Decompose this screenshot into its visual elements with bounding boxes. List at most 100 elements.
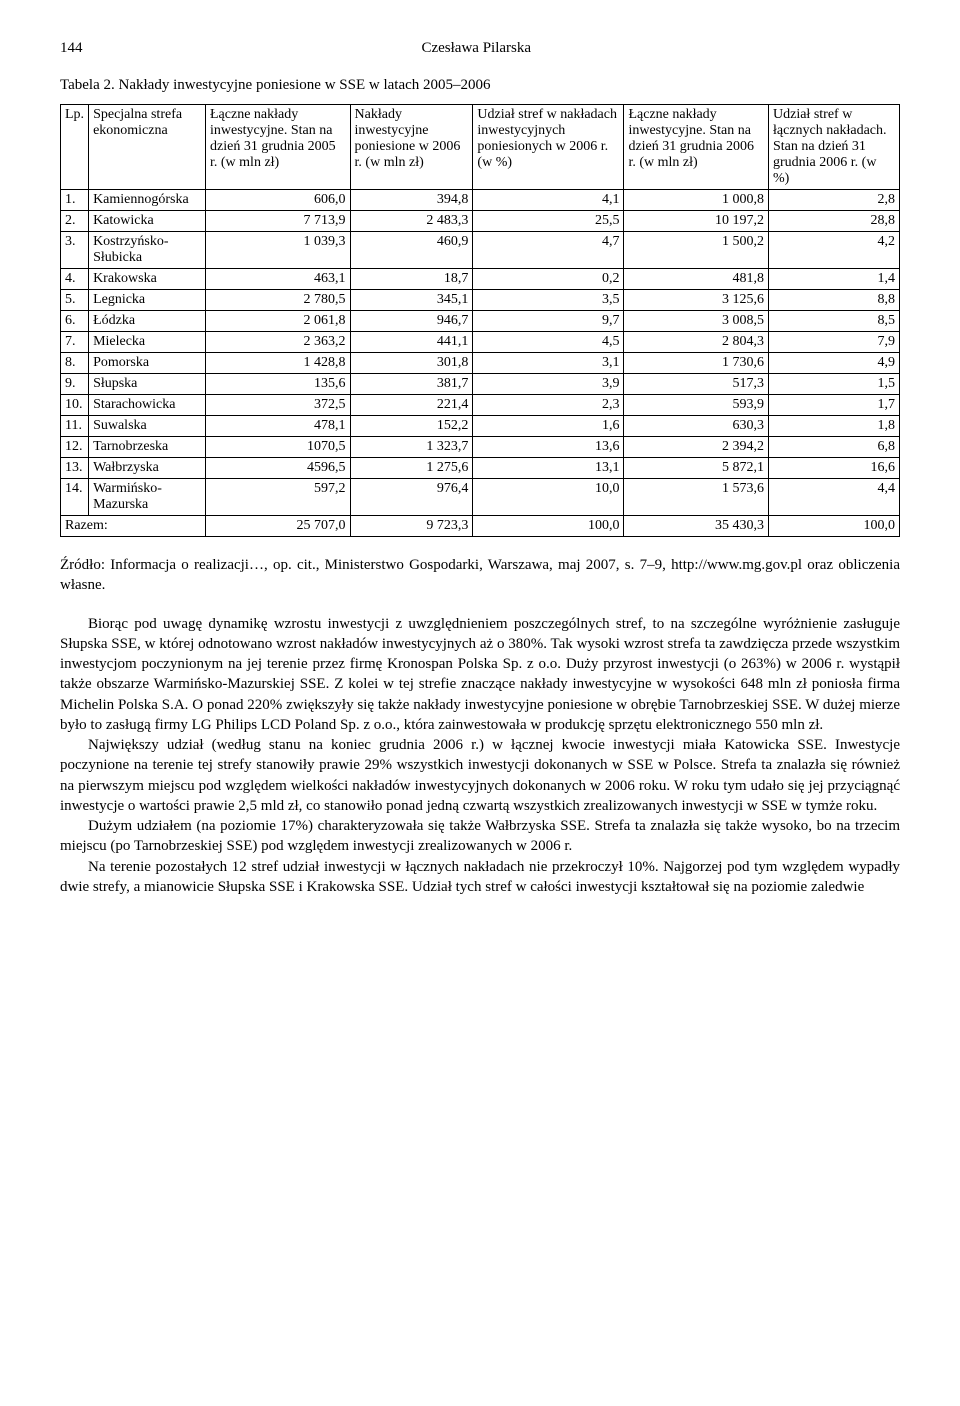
cell-name: Kamiennogórska [89, 190, 206, 211]
cell-c: 1,6 [473, 416, 624, 437]
cell-total-a: 25 707,0 [206, 516, 351, 537]
cell-name: Wałbrzyska [89, 458, 206, 479]
cell-name: Słupska [89, 374, 206, 395]
cell-name: Krakowska [89, 269, 206, 290]
cell-name: Pomorska [89, 353, 206, 374]
cell-c: 4,7 [473, 232, 624, 269]
paragraph-2: Największy udział (według stanu na konie… [60, 735, 900, 816]
cell-a: 4596,5 [206, 458, 351, 479]
table-row: 12.Tarnobrzeska1070,51 323,713,62 394,26… [61, 437, 900, 458]
cell-d: 1 730,6 [624, 353, 769, 374]
author-name: Czesława Pilarska [83, 40, 871, 57]
table-header-row: Lp. Specjalna strefa ekonomiczna Łączne … [61, 105, 900, 190]
cell-lp: 4. [61, 269, 89, 290]
cell-lp: 5. [61, 290, 89, 311]
cell-b: 441,1 [350, 332, 473, 353]
col-total-2006: Łączne nakłady inwestycyjne. Stan na dzi… [624, 105, 769, 190]
cell-d: 3 008,5 [624, 311, 769, 332]
cell-a: 372,5 [206, 395, 351, 416]
cell-d: 2 804,3 [624, 332, 769, 353]
cell-b: 152,2 [350, 416, 473, 437]
cell-lp: 6. [61, 311, 89, 332]
table-row: 9.Słupska135,6381,73,9517,31,5 [61, 374, 900, 395]
table-total-row: Razem:25 707,09 723,3100,035 430,3100,0 [61, 516, 900, 537]
header-spacer [870, 40, 900, 57]
cell-d: 3 125,6 [624, 290, 769, 311]
page-number: 144 [60, 40, 83, 57]
cell-total-e: 100,0 [769, 516, 900, 537]
cell-a: 597,2 [206, 479, 351, 516]
cell-e: 1,8 [769, 416, 900, 437]
table-source: Źródło: Informacja o realizacji…, op. ci… [60, 555, 900, 596]
cell-name: Legnicka [89, 290, 206, 311]
cell-c: 9,7 [473, 311, 624, 332]
cell-name: Łódzka [89, 311, 206, 332]
cell-name: Mielecka [89, 332, 206, 353]
cell-b: 1 323,7 [350, 437, 473, 458]
cell-lp: 3. [61, 232, 89, 269]
page-header: 144 Czesława Pilarska [60, 40, 900, 57]
cell-total-label: Razem: [61, 516, 206, 537]
cell-d: 1 573,6 [624, 479, 769, 516]
cell-b: 394,8 [350, 190, 473, 211]
cell-a: 2 363,2 [206, 332, 351, 353]
cell-e: 6,8 [769, 437, 900, 458]
cell-b: 18,7 [350, 269, 473, 290]
cell-a: 1070,5 [206, 437, 351, 458]
cell-e: 1,7 [769, 395, 900, 416]
table-row: 4.Krakowska463,118,70,2481,81,4 [61, 269, 900, 290]
cell-d: 2 394,2 [624, 437, 769, 458]
cell-a: 463,1 [206, 269, 351, 290]
cell-e: 8,8 [769, 290, 900, 311]
cell-d: 517,3 [624, 374, 769, 395]
cell-c: 3,9 [473, 374, 624, 395]
table-row: 2.Katowicka7 713,92 483,325,510 197,228,… [61, 211, 900, 232]
cell-lp: 1. [61, 190, 89, 211]
cell-d: 1 500,2 [624, 232, 769, 269]
cell-a: 1 039,3 [206, 232, 351, 269]
cell-c: 13,6 [473, 437, 624, 458]
cell-lp: 10. [61, 395, 89, 416]
cell-b: 301,8 [350, 353, 473, 374]
table-row: 10.Starachowicka372,5221,42,3593,91,7 [61, 395, 900, 416]
cell-c: 2,3 [473, 395, 624, 416]
cell-lp: 11. [61, 416, 89, 437]
table-row: 6.Łódzka2 061,8946,79,73 008,58,5 [61, 311, 900, 332]
paragraph-4: Na terenie pozostałych 12 stref udział i… [60, 857, 900, 898]
cell-name: Warmińsko-Mazurska [89, 479, 206, 516]
cell-b: 460,9 [350, 232, 473, 269]
cell-c: 13,1 [473, 458, 624, 479]
cell-b: 221,4 [350, 395, 473, 416]
cell-name: Katowicka [89, 211, 206, 232]
cell-b: 2 483,3 [350, 211, 473, 232]
cell-lp: 13. [61, 458, 89, 479]
cell-e: 2,8 [769, 190, 900, 211]
cell-lp: 2. [61, 211, 89, 232]
cell-d: 1 000,8 [624, 190, 769, 211]
cell-c: 4,5 [473, 332, 624, 353]
cell-e: 28,8 [769, 211, 900, 232]
col-2006-invest: Nakłady inwestycyjne poniesione w 2006 r… [350, 105, 473, 190]
cell-d: 630,3 [624, 416, 769, 437]
cell-b: 976,4 [350, 479, 473, 516]
cell-e: 8,5 [769, 311, 900, 332]
table-caption: Tabela 2. Nakłady inwestycyjne poniesion… [60, 77, 900, 94]
cell-a: 606,0 [206, 190, 351, 211]
cell-lp: 9. [61, 374, 89, 395]
cell-b: 345,1 [350, 290, 473, 311]
table-row: 14.Warmińsko-Mazurska597,2976,410,01 573… [61, 479, 900, 516]
table-row: 3.Kostrzyńsko-Słubicka1 039,3460,94,71 5… [61, 232, 900, 269]
cell-b: 946,7 [350, 311, 473, 332]
cell-e: 7,9 [769, 332, 900, 353]
cell-d: 5 872,1 [624, 458, 769, 479]
table-row: 11.Suwalska478,1152,21,6630,31,8 [61, 416, 900, 437]
cell-e: 1,5 [769, 374, 900, 395]
cell-name: Suwalska [89, 416, 206, 437]
cell-d: 481,8 [624, 269, 769, 290]
cell-c: 10,0 [473, 479, 624, 516]
col-share-total: Udział stref w łącznych nakładach. Stan … [769, 105, 900, 190]
cell-name: Starachowicka [89, 395, 206, 416]
col-share-2006: Udział stref w nakładach inwestycyjnych … [473, 105, 624, 190]
table-row: 5.Legnicka2 780,5345,13,53 125,68,8 [61, 290, 900, 311]
cell-e: 1,4 [769, 269, 900, 290]
